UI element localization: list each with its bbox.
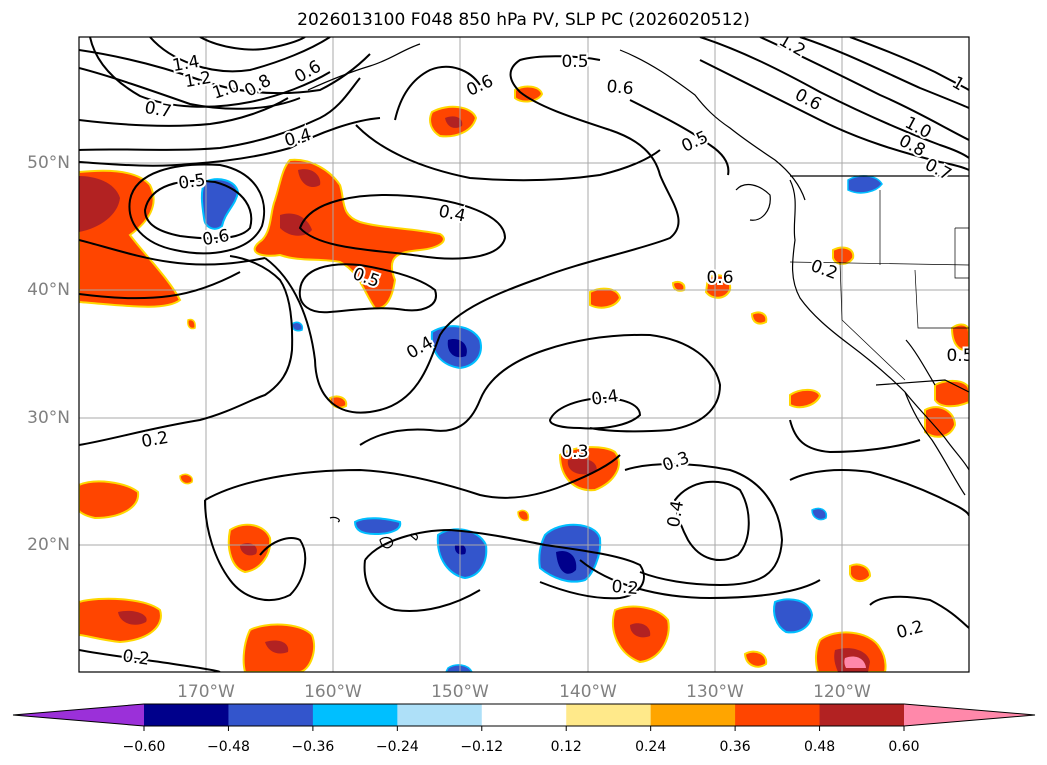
contour-label: 0.3: [559, 440, 590, 464]
colorbar-extend-low: [13, 704, 144, 726]
lat-label: 50°N: [27, 153, 70, 173]
positive-anomaly-shading: [79, 85, 969, 672]
contour-label-text: 0.5: [946, 346, 973, 366]
contour-label-text: 0.2: [611, 577, 640, 599]
contour-label: 0.4: [588, 384, 622, 412]
lon-label: 170°W: [177, 682, 235, 702]
colorbar-segment: [397, 704, 483, 726]
contour-label-text: 0.4: [590, 386, 620, 410]
colorbar-extend-high: [904, 704, 1035, 726]
contour-label: 0.5: [559, 50, 590, 74]
contour-label: 0.2: [609, 575, 642, 601]
colorbar-tick-label: −0.24: [376, 739, 419, 755]
longitude-labels: 170°W 160°W 150°W 140°W 130°W 120°W: [177, 682, 871, 702]
colorbar-tick-label: −0.12: [460, 739, 503, 755]
coastlines: [307, 43, 969, 549]
colorbar-segment: [650, 704, 736, 726]
lon-label: 150°W: [431, 682, 489, 702]
colorbar: −0.60 −0.48 −0.36 −0.24 −0.12 0.12 0.24 0.36 0.4…: [12, 703, 1036, 755]
lat-label: 30°N: [27, 408, 70, 428]
contour-label-text: 0.5: [177, 170, 207, 194]
colorbar-tick-label: 0.24: [635, 739, 666, 755]
contour-label-text: 0.2: [121, 646, 151, 670]
colorbar-segment: [819, 704, 905, 726]
map-frame: [78, 36, 970, 673]
lon-label: 140°W: [559, 682, 617, 702]
contour-label: 0.2: [138, 426, 172, 454]
contour-label-text: 0.2: [140, 428, 170, 452]
colorbar-segment: [735, 704, 821, 726]
lon-label: 160°W: [304, 682, 362, 702]
contour-label-text: 0.3: [561, 442, 588, 462]
lat-label: 40°N: [27, 280, 70, 300]
contour-label: 0.2: [119, 644, 153, 672]
latitude-labels: 50°N 40°N 30°N 20°N: [27, 153, 70, 555]
negative-anomaly-shading: [200, 175, 883, 672]
colorbar-segment: [228, 704, 314, 726]
lon-label: 120°W: [813, 682, 871, 702]
contour-label-text: 0.6: [606, 77, 635, 99]
slp-pc-contours: [79, 37, 969, 672]
contour-label: 0.5: [175, 168, 209, 196]
contour-label-text: 0.5: [561, 52, 588, 72]
lat-label: 20°N: [27, 535, 70, 555]
colorbar-segment: [566, 704, 652, 726]
contour-label: 0.5: [944, 344, 973, 368]
map-area: 1.4 1.2 1.0 0.8 0.7 0.6 0.4 0.5 0.6 0.5 …: [79, 37, 973, 672]
contour-label: 0.: [948, 346, 964, 366]
colorbar-tick-label: 0.60: [888, 739, 919, 755]
colorbar-segment: [312, 704, 398, 726]
map-title: 2026013100 F048 850 hPa PV, SLP PC (2026…: [297, 10, 750, 30]
colorbar-tick-label: 0.48: [804, 739, 835, 755]
colorbar-tick-label: 0.12: [551, 739, 582, 755]
colorbar-tick-label: −0.36: [291, 739, 334, 755]
colorbar-segment: [481, 704, 567, 726]
colorbar-tick-label: −0.48: [207, 739, 250, 755]
graticule: [79, 37, 969, 672]
colorbar-segment: [144, 704, 229, 726]
contour-label: 0.6: [604, 75, 637, 101]
contour-label-text: 0.6: [706, 268, 733, 288]
contour-label: 0.6: [704, 266, 735, 290]
colorbar-tick-label: 0.36: [720, 739, 751, 755]
colorbar-tick-label: −0.60: [123, 739, 166, 755]
lon-label: 130°W: [686, 682, 744, 702]
state-borders: [789, 190, 969, 381]
